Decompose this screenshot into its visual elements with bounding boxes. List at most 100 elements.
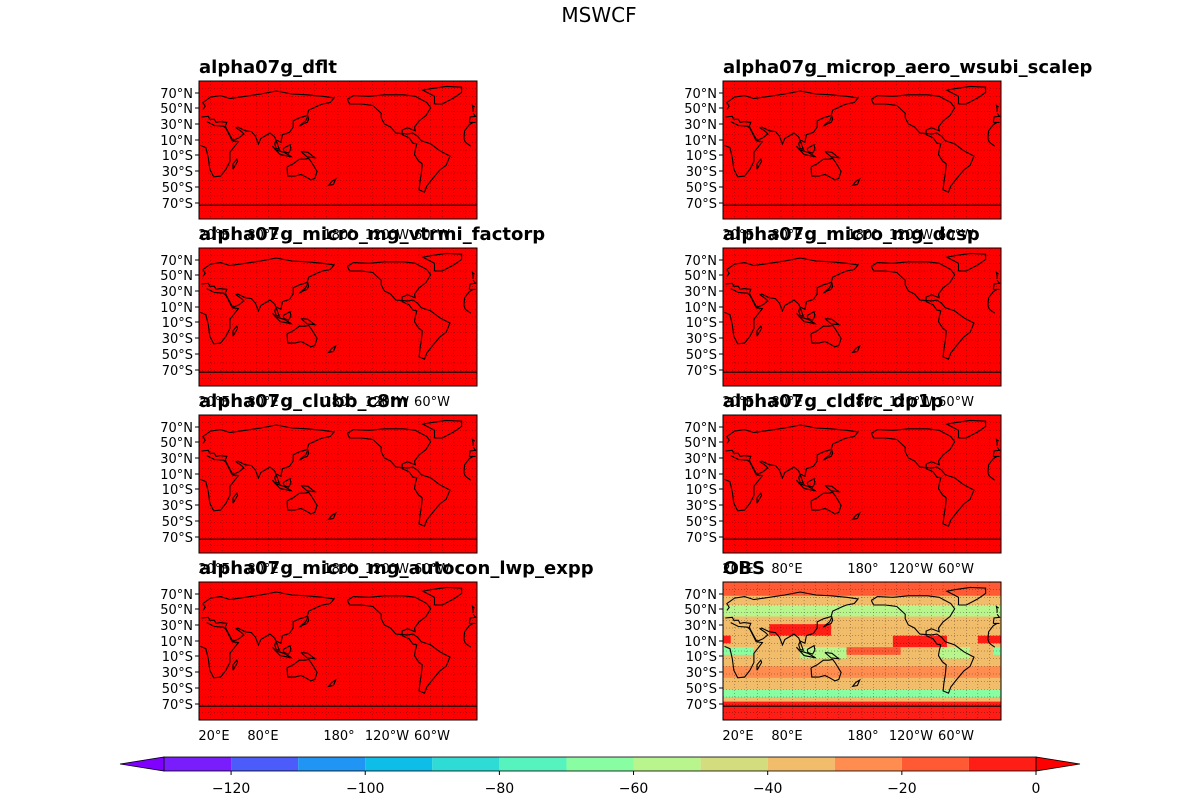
- lon-tick-label: 180°: [323, 562, 354, 577]
- coastline: [945, 419, 987, 439]
- coastline: [725, 591, 1001, 651]
- lat-tick-label: 30°N: [684, 452, 717, 467]
- coastline: [945, 252, 987, 272]
- colorbar-extend-low: [119, 756, 165, 772]
- colorbar-tick-label: 0: [1032, 781, 1041, 797]
- coastline: [421, 85, 463, 105]
- lon-tick-label: 180°: [323, 729, 354, 744]
- coastline: [471, 104, 476, 112]
- coastline: [471, 605, 476, 613]
- coastline: [870, 428, 975, 527]
- lon-tick-label: 120°W: [889, 729, 933, 744]
- colorbar-bin: [566, 757, 634, 771]
- coastline: [421, 252, 463, 272]
- coastline: [282, 644, 292, 655]
- lat-tick-label: 30°S: [162, 666, 193, 681]
- coastline: [824, 484, 841, 493]
- lon-tick-label: 20°E: [198, 395, 229, 410]
- lat-tick-label: 70°S: [686, 698, 717, 713]
- lon-tick-label: 20°E: [198, 228, 229, 243]
- map-panel: alpha07g_dflt 70°N50°N30°N10°N10°S30°S50°…: [160, 57, 478, 243]
- coastline: [286, 658, 318, 682]
- lon-tick-label: 20°E: [198, 729, 229, 744]
- panel-title: alpha07g_micro_mg_autocon_lwp_expp: [199, 558, 594, 579]
- lat-tick-label: 50°S: [686, 348, 717, 363]
- lon-tick-label: 180°: [323, 228, 354, 243]
- coastline: [282, 477, 292, 488]
- coastline: [300, 317, 317, 326]
- coastline: [823, 281, 834, 294]
- panel-title: alpha07g_dflt: [199, 57, 337, 78]
- coastline: [806, 310, 816, 321]
- lat-tick-label: 30°S: [686, 666, 717, 681]
- map-panel: alpha07g_microp_aero_wsubi_scalep70°N50°…: [684, 57, 1092, 243]
- lon-tick-label: 120°W: [889, 228, 933, 243]
- coastline: [795, 479, 816, 492]
- coastline: [286, 324, 318, 348]
- lat-tick-label: 50°S: [686, 515, 717, 530]
- lat-tick-label: 50°S: [162, 181, 193, 196]
- coastline: [724, 121, 998, 178]
- lat-tick-label: 50°S: [686, 682, 717, 697]
- coastline: [471, 271, 476, 279]
- lon-tick-label: 120°W: [365, 562, 409, 577]
- coastline: [756, 659, 763, 671]
- heatmap-region: [892, 635, 947, 648]
- lon-tick-label: 80°E: [247, 395, 278, 410]
- coastline: [806, 644, 816, 655]
- map-frame: [722, 581, 1002, 721]
- coastline: [300, 150, 317, 159]
- coastline: [271, 479, 292, 492]
- coastline: [232, 659, 239, 671]
- lat-tick-label: 70°S: [686, 364, 717, 379]
- lat-tick-label: 70°S: [162, 197, 193, 212]
- colorbar-bin: [968, 757, 1036, 771]
- heatmap-region: [993, 647, 1001, 655]
- coastline: [851, 344, 861, 354]
- lat-tick-label: 70°S: [686, 197, 717, 212]
- lat-tick-label: 30°N: [160, 452, 193, 467]
- coastline: [300, 651, 317, 660]
- panel-title: alpha07g_micro_mg_vtrmi_factorp: [199, 224, 545, 245]
- colorbar-tick-label: −80: [485, 781, 515, 797]
- coastline: [995, 605, 1000, 613]
- coastline: [823, 615, 834, 628]
- coastline: [795, 312, 816, 325]
- colorbar-bin: [633, 757, 701, 771]
- lon-tick-label: 20°E: [722, 395, 753, 410]
- lat-tick-label: 10°S: [686, 149, 717, 164]
- lat-tick-label: 50°N: [160, 102, 193, 117]
- lat-tick-label: 50°N: [160, 436, 193, 451]
- lon-tick-label: 60°W: [414, 395, 450, 410]
- lon-tick-label: 120°W: [365, 395, 409, 410]
- coastline: [346, 428, 451, 527]
- map-frame: [198, 414, 478, 554]
- colorbar-bin: [164, 757, 232, 771]
- coastline: [851, 177, 861, 187]
- lat-tick-label: 10°S: [162, 316, 193, 331]
- lat-tick-label: 70°S: [686, 531, 717, 546]
- coastline: [756, 325, 763, 337]
- coastline: [299, 281, 310, 294]
- lon-tick-label: 60°W: [938, 395, 974, 410]
- lon-tick-label: 180°: [847, 395, 878, 410]
- coastline: [346, 595, 451, 694]
- heatmap-region: [769, 624, 832, 636]
- lat-tick-label: 10°S: [162, 483, 193, 498]
- coastline: [201, 591, 477, 651]
- coastline: [201, 257, 477, 317]
- lat-tick-label: 50°N: [684, 269, 717, 284]
- colorbar-extend-high: [1035, 756, 1081, 772]
- lon-tick-label: 120°W: [365, 228, 409, 243]
- coastline: [810, 157, 842, 181]
- coastline: [346, 261, 451, 360]
- panel-title: alpha07g_micro_mg_dcsp: [723, 224, 980, 245]
- coastline: [806, 143, 816, 154]
- map-panel: alpha07g_clubb_c8m 70°N50°N30°N10°N10°S30…: [160, 391, 478, 577]
- map-frame: [722, 80, 1002, 220]
- lat-tick-label: 70°N: [684, 588, 717, 603]
- lat-tick-label: 30°N: [160, 285, 193, 300]
- lon-tick-label: 60°W: [938, 729, 974, 744]
- map-panel: alpha07g_cldfrc_dp1p 70°N50°N30°N10°N10°S…: [684, 391, 1002, 577]
